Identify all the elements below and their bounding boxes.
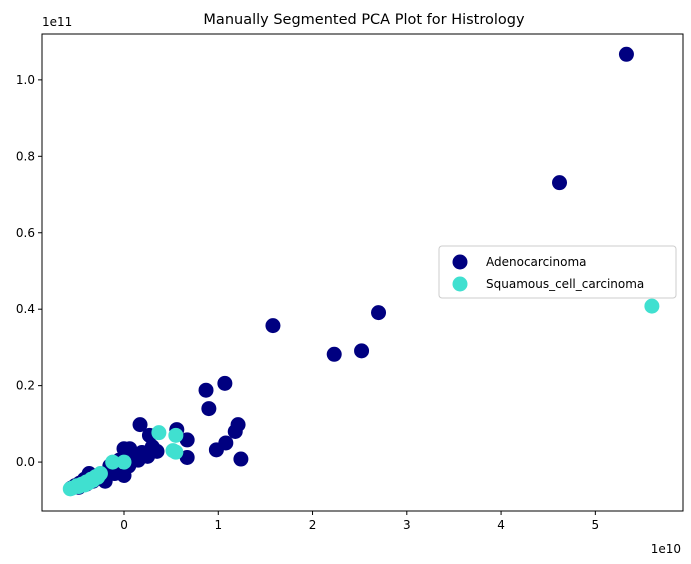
data-point: [201, 401, 217, 417]
axes-frame: [41, 33, 684, 512]
data-point: [179, 432, 195, 448]
data-point: [326, 346, 342, 362]
data-point: [644, 298, 660, 314]
x-offset-label: 1e10: [651, 542, 681, 556]
data-point: [208, 442, 224, 458]
data-point: [552, 175, 568, 191]
y-tick-label: 0.0: [16, 455, 35, 469]
x-tick-label: 3: [403, 518, 411, 532]
y-tick-label: 0.6: [16, 226, 35, 240]
legend-box: [438, 245, 677, 299]
data-point: [265, 318, 281, 334]
y-tick-label: 1.0: [16, 73, 35, 87]
data-point: [179, 449, 195, 465]
x-tick-label: 1: [214, 518, 222, 532]
legend-marker: [452, 276, 468, 292]
x-tick-label: 5: [592, 518, 600, 532]
legend-label: Squamous_cell_carcinoma: [486, 277, 644, 291]
data-point: [132, 417, 148, 433]
y-tick-label: 0.8: [16, 149, 35, 163]
data-point: [144, 439, 160, 455]
legend: Adenocarcinoma Squamous_cell_carcinoma: [438, 245, 677, 299]
chart-title: Manually Segmented PCA Plot for Histrolo…: [203, 12, 525, 28]
data-point: [168, 444, 184, 460]
data-point: [168, 427, 184, 443]
axes-layer: 0 1 2 3 4 5 0.0 0.2 0.4 0.6 0.8 1.0: [16, 33, 684, 532]
data-point: [354, 343, 370, 359]
y-tick-label: 0.4: [16, 302, 35, 316]
data-point: [90, 469, 106, 485]
y-offset-label: 1e11: [42, 15, 72, 29]
data-point: [151, 425, 167, 441]
points-layer: [62, 46, 660, 497]
data-point: [227, 424, 243, 439]
y-tick-label: 0.2: [16, 379, 35, 393]
x-tick-label: 4: [497, 518, 505, 532]
data-point: [233, 451, 249, 467]
data-point: [217, 375, 233, 391]
legend-label: Adenocarcinoma: [486, 255, 587, 269]
data-point: [130, 452, 146, 468]
data-point: [618, 46, 634, 62]
data-point: [116, 454, 132, 470]
data-point: [371, 305, 387, 321]
data-point: [198, 382, 214, 398]
data-point: [105, 454, 121, 470]
x-tick-label: 2: [309, 518, 317, 532]
series-squamous-cell-carcinoma: [62, 298, 660, 497]
legend-marker: [452, 254, 468, 270]
x-tick-label: 0: [120, 518, 128, 532]
